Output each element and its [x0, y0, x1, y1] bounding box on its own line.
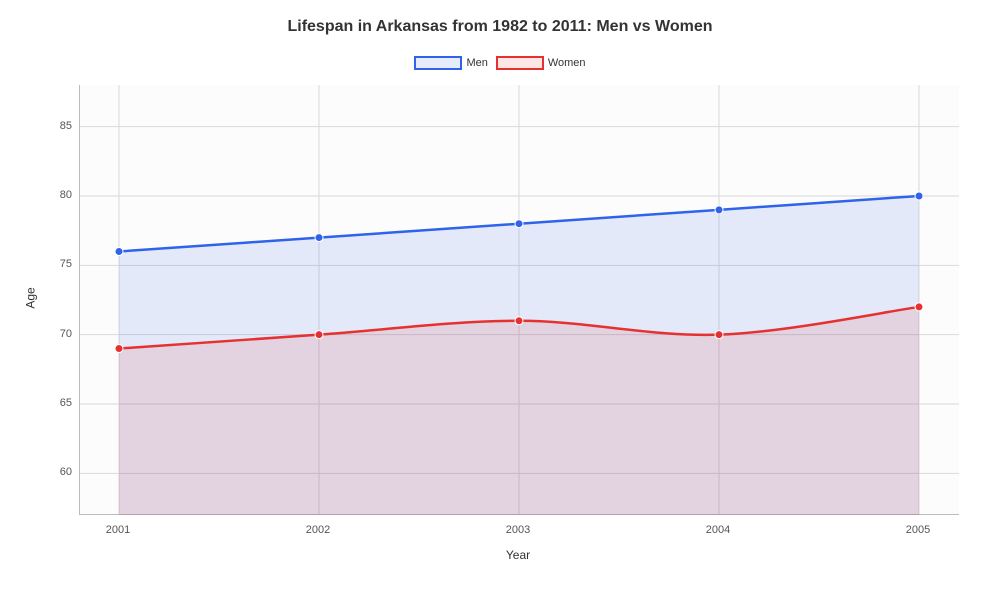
x-tick: 2004 [706, 524, 730, 536]
y-tick: 75 [48, 258, 72, 270]
y-tick: 70 [48, 328, 72, 340]
x-tick: 2001 [106, 524, 130, 536]
legend-item-women[interactable]: Women [496, 56, 586, 70]
y-tick: 80 [48, 189, 72, 201]
chart-svg [79, 85, 959, 515]
legend-swatch-women [496, 56, 544, 70]
y-tick: 65 [48, 397, 72, 409]
x-tick: 2003 [506, 524, 530, 536]
x-axis-label: Year [78, 548, 958, 562]
legend-label-men: Men [466, 57, 487, 69]
x-tick: 2002 [306, 524, 330, 536]
chart-container: Lifespan in Arkansas from 1982 to 2011: … [0, 0, 1000, 600]
legend: Men Women [0, 56, 1000, 70]
y-tick: 60 [48, 466, 72, 478]
chart-title: Lifespan in Arkansas from 1982 to 2011: … [0, 18, 1000, 36]
plot-area [78, 84, 958, 514]
y-tick: 85 [48, 120, 72, 132]
y-axis-label: Age [24, 287, 38, 308]
legend-label-women: Women [548, 57, 586, 69]
legend-swatch-men [414, 56, 462, 70]
x-tick: 2005 [906, 524, 930, 536]
legend-item-men[interactable]: Men [414, 56, 487, 70]
